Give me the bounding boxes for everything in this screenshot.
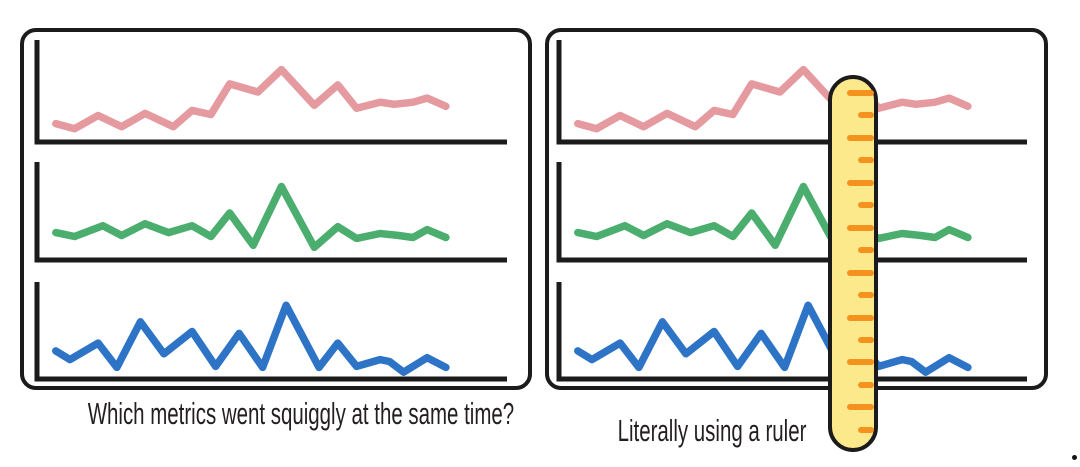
left-panel [20, 28, 532, 390]
ruler-tick [847, 224, 874, 231]
ruler-tick [847, 359, 874, 366]
ruler-tick [847, 269, 874, 276]
right-caption: Literally using a ruler [617, 413, 807, 448]
chart-axis [556, 40, 1027, 145]
ruler-tick [858, 292, 874, 299]
bottom-metric-blue-line [574, 301, 972, 376]
chart-axis [34, 40, 507, 145]
right-panel-charts-svg [556, 40, 1027, 382]
right-panel [545, 28, 1048, 390]
middle-metric-green-line [574, 182, 972, 252]
ruler-tick [847, 404, 874, 411]
ruler-tick [858, 381, 874, 388]
ruler-tick [847, 134, 874, 141]
ruler-tick [847, 90, 874, 96]
ruler-tick [858, 157, 874, 164]
ruler [828, 75, 878, 452]
top-metric-pink-line [574, 65, 972, 133]
stray-dot [1072, 455, 1077, 460]
bottom-metric-blue-line [52, 301, 450, 376]
left-panel-charts-svg [34, 40, 507, 382]
ruler-tick [858, 426, 874, 433]
ruler-tick [847, 179, 874, 186]
ruler-tick [858, 336, 874, 343]
ruler-tick [858, 112, 874, 119]
top-metric-pink-line [52, 65, 450, 133]
middle-metric-green-line [52, 182, 450, 252]
ruler-tick [847, 314, 874, 321]
ruler-tick [858, 202, 874, 209]
ruler-tick [858, 247, 874, 254]
ruler-ticks [832, 79, 874, 448]
left-caption: Which metrics went squiggly at the same … [87, 396, 515, 431]
chart-axis [34, 162, 507, 263]
chart-axis [34, 282, 507, 382]
